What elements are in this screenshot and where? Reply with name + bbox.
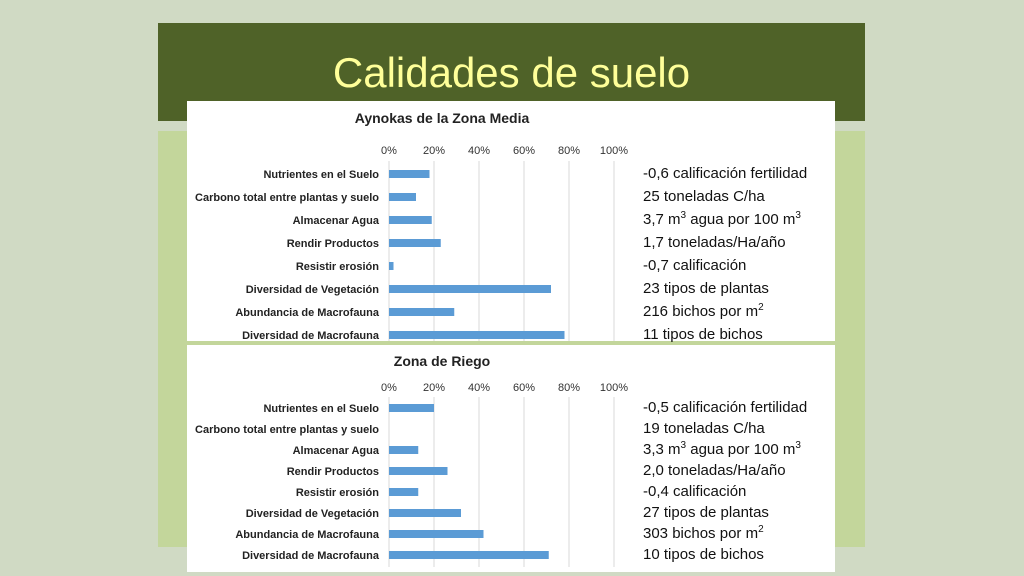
bar: [389, 216, 432, 224]
stat-text: -0,6 calificación fertilidad: [643, 165, 808, 182]
stat-superscript: 3: [680, 440, 687, 451]
stat-line: 27 tipos de plantas: [643, 504, 769, 522]
chart-zona-media: Aynokas de la Zona Media 0% 20% 40% 60% 80% 10…: [187, 101, 636, 341]
chart-title: Zona de Riego: [394, 353, 490, 369]
bar: [389, 262, 394, 270]
stat-text: 303 bichos por m: [643, 525, 759, 542]
stat-text: -0,5 calificación fertilidad: [643, 399, 808, 416]
stat-text: 25 toneladas C/ha: [643, 188, 765, 205]
stat-line: 23 tipos de plantas: [643, 280, 769, 298]
category-label: Resistir erosión: [296, 261, 379, 273]
tick-label: 20%: [423, 382, 445, 394]
chart-title: Aynokas de la Zona Media: [355, 110, 530, 126]
category-label: Nutrientes en el Suelo: [263, 403, 379, 415]
stat-superscript: 2: [758, 524, 764, 535]
tick-label: 80%: [558, 145, 580, 157]
bar: [389, 308, 455, 316]
category-label: Almacenar Agua: [293, 215, 380, 227]
slide-title: Calidades de suelo: [332, 49, 691, 96]
stat-superscript: 3: [680, 210, 687, 221]
chart-zona-riego: Zona de Riego 0% 20% 40% 60% 80% 100% Nutriente…: [187, 345, 636, 572]
stat-line: 1,7 toneladas/Ha/año: [643, 234, 786, 252]
stat-text: 1,7 toneladas/Ha/año: [643, 234, 786, 251]
category-label: Diversidad de Vegetación: [246, 508, 380, 520]
stat-text: 19 toneladas C/ha: [643, 420, 765, 437]
stat-line: -0,4 calificación: [643, 483, 746, 501]
bar: [389, 446, 419, 454]
bar: [389, 404, 434, 412]
stat-text: 2,0 toneladas/Ha/año: [643, 462, 786, 479]
stat-line: -0,6 calificación fertilidad: [643, 165, 807, 183]
stat-text: 23 tipos de plantas: [643, 280, 769, 297]
stat-superscript: 3: [795, 440, 801, 451]
category-label: Carbono total entre plantas y suelo: [195, 192, 379, 204]
tick-label: 60%: [513, 145, 535, 157]
category-label: Carbono total entre plantas y suelo: [195, 424, 379, 436]
stat-text: 11 tipos de bichos: [643, 326, 763, 343]
stat-text: 27 tipos de plantas: [643, 504, 769, 521]
figure: Aynokas de la Zona Media 0% 20% 40% 60% 80% 10…: [187, 101, 835, 572]
category-label: Resistir erosión: [296, 487, 379, 499]
tick-label: 100%: [600, 382, 628, 394]
stat-line: -0,5 calificación fertilidad: [643, 399, 807, 417]
stat-line: -0,7 calificación: [643, 257, 746, 275]
stat-line: 3,3 m3 agua por 100 m3: [643, 441, 801, 459]
tick-label: 40%: [468, 145, 490, 157]
stats-zona-riego: -0,5 calificación fertilidad 19 toneladas…: [636, 345, 835, 572]
stat-line: 303 bichos por m2: [643, 525, 764, 543]
stats-zona-media: -0,6 calificación fertilidad 25 toneladas…: [636, 101, 835, 344]
bar: [389, 530, 484, 538]
stat-text: -0,7 calificación: [643, 257, 747, 274]
stat-text: -0,4 calificación: [643, 483, 747, 500]
stat-text: agua por 100 m: [686, 441, 796, 458]
stat-superscript: 2: [758, 302, 764, 313]
stat-line: 10 tipos de bichos: [643, 546, 764, 564]
category-label: Nutrientes en el Suelo: [263, 169, 379, 181]
bar: [389, 331, 565, 339]
bar: [389, 551, 549, 559]
category-label: Rendir Productos: [287, 238, 379, 250]
bar: [389, 488, 419, 496]
tick-label: 100%: [600, 145, 628, 157]
stat-line: 25 toneladas C/ha: [643, 188, 765, 206]
tick-label: 80%: [558, 382, 580, 394]
category-label: Diversidad de Macrofauna: [242, 330, 380, 341]
stat-line: 19 toneladas C/ha: [643, 420, 765, 438]
chart-zona-riego-svg: Zona de Riego 0% 20% 40% 60% 80% 100% Nutriente…: [195, 353, 628, 567]
category-label: Rendir Productos: [287, 466, 379, 478]
stat-superscript: 3: [795, 210, 801, 221]
stat-text: 10 tipos de bichos: [643, 546, 764, 563]
stat-line: 11 tipos de bichos: [643, 326, 763, 344]
tick-label: 0%: [381, 382, 397, 394]
bar: [389, 193, 416, 201]
bar: [389, 285, 551, 293]
stat-line: 3,7 m3 agua por 100 m3: [643, 211, 801, 229]
stat-text: 3,7 m: [643, 211, 681, 228]
category-label: Diversidad de Macrofauna: [242, 550, 380, 562]
tick-label: 20%: [423, 145, 445, 157]
stat-text: 216 bichos por m: [643, 303, 759, 320]
stat-text: agua por 100 m: [686, 211, 796, 228]
tick-label: 60%: [513, 382, 535, 394]
tick-label: 0%: [381, 145, 397, 157]
bar: [389, 239, 441, 247]
bar: [389, 170, 430, 178]
stat-line: 2,0 toneladas/Ha/año: [643, 462, 786, 480]
bar: [389, 467, 448, 475]
category-label: Diversidad de Vegetación: [246, 284, 380, 296]
category-label: Almacenar Agua: [293, 445, 380, 457]
chart-zona-media-svg: Aynokas de la Zona Media 0% 20% 40% 60% 80% 10…: [195, 110, 628, 341]
stat-text: 3,3 m: [643, 441, 681, 458]
bar: [389, 509, 461, 517]
category-label: Abundancia de Macrofauna: [235, 529, 380, 541]
tick-label: 40%: [468, 382, 490, 394]
stat-line: 216 bichos por m2: [643, 303, 764, 321]
category-label: Abundancia de Macrofauna: [235, 307, 380, 319]
